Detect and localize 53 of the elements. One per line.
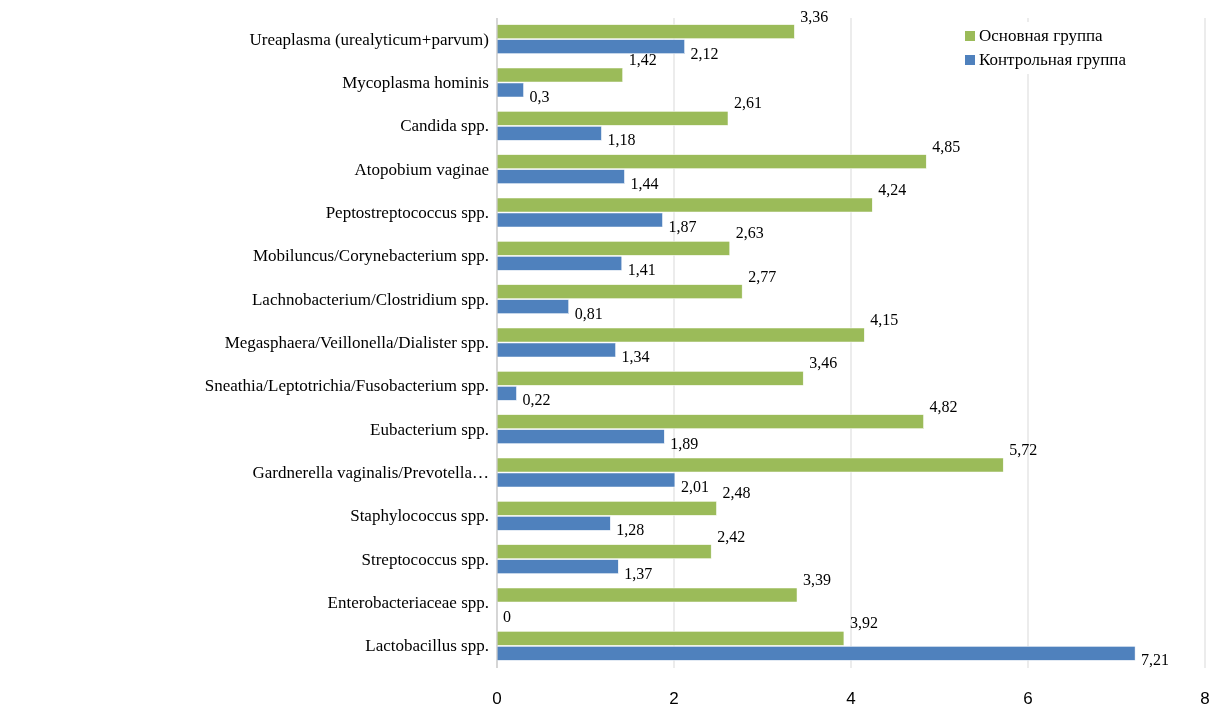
data-label: 7,21 — [1141, 651, 1170, 669]
data-label: 0,22 — [522, 391, 551, 409]
data-label: 1,89 — [670, 434, 699, 452]
data-label: 3,92 — [849, 614, 878, 632]
data-label: 3,46 — [809, 354, 838, 372]
data-label: 1,41 — [627, 261, 656, 279]
y-tick-label: Sneathia/Leptotrichia/Fusobacterium spp. — [204, 376, 489, 396]
data-label: 1,28 — [616, 521, 645, 539]
x-tick-label: 2 — [669, 689, 679, 708]
data-label: 4,15 — [870, 311, 899, 328]
data-label: 1,44 — [630, 174, 659, 192]
data-label: 1,34 — [621, 348, 650, 365]
data-label: 1,37 — [624, 564, 653, 582]
data-label: 0,81 — [574, 304, 603, 322]
legend-label: Основная группа — [979, 26, 1104, 45]
y-tick-label: Mobiluncus/Corynebacterium spp. — [252, 246, 489, 266]
y-tick-label: Atopobium vaginae — [354, 159, 489, 179]
x-tick-label: 4 — [846, 689, 856, 708]
data-label: 2,77 — [748, 267, 777, 285]
data-label: 4,85 — [932, 137, 961, 155]
y-tick-label: Peptostreptococcus spp. — [325, 203, 489, 222]
y-tick-label: Mycoplasma hominis — [342, 73, 489, 92]
data-label: 4,24 — [878, 181, 907, 198]
x-tick-label: 0 — [492, 689, 502, 708]
data-label: 2,12 — [690, 44, 719, 62]
y-tick-label: Streptococcus spp. — [361, 549, 489, 569]
y-tick-label: Ureaplasma (urealyticum+parvum) — [249, 29, 489, 49]
bar — [496, 587, 798, 603]
x-tick-label: 8 — [1200, 689, 1210, 708]
y-tick-label: Eubacterium spp. — [370, 419, 489, 439]
data-label: 0 — [503, 608, 511, 625]
y-tick-label: Staphylococcus spp. — [350, 506, 489, 526]
data-label: 2,42 — [717, 527, 746, 545]
data-label: 2,01 — [680, 478, 709, 495]
y-tick-label: Lactobacillus spp. — [365, 636, 489, 656]
data-label: 4,82 — [929, 397, 958, 415]
data-label: 1,42 — [628, 51, 657, 68]
data-label: 0,3 — [529, 88, 550, 105]
data-label: 2,48 — [722, 484, 751, 502]
data-label: 2,61 — [733, 94, 762, 112]
y-tick-label: Lachnobacterium/Clostridium spp. — [251, 289, 489, 309]
y-tick-label: Megasphaera/Veillonella/Dialister spp. — [224, 333, 489, 352]
y-tick-label: Gardnerella vaginalis/Prevotella… — [252, 463, 489, 482]
legend-label: Контрольная группа — [979, 50, 1127, 69]
data-label: 3,36 — [800, 7, 829, 25]
data-label: 1,87 — [668, 218, 697, 235]
y-tick-label: Candida spp. — [400, 116, 489, 136]
y-tick-label: Enterobacteriaceae spp. — [327, 593, 489, 612]
data-label: 1,18 — [607, 131, 636, 149]
x-tick-label: 6 — [1023, 689, 1033, 708]
data-label: 3,39 — [803, 571, 832, 588]
data-label: 5,72 — [1009, 441, 1038, 458]
data-label: 2,63 — [735, 224, 764, 242]
